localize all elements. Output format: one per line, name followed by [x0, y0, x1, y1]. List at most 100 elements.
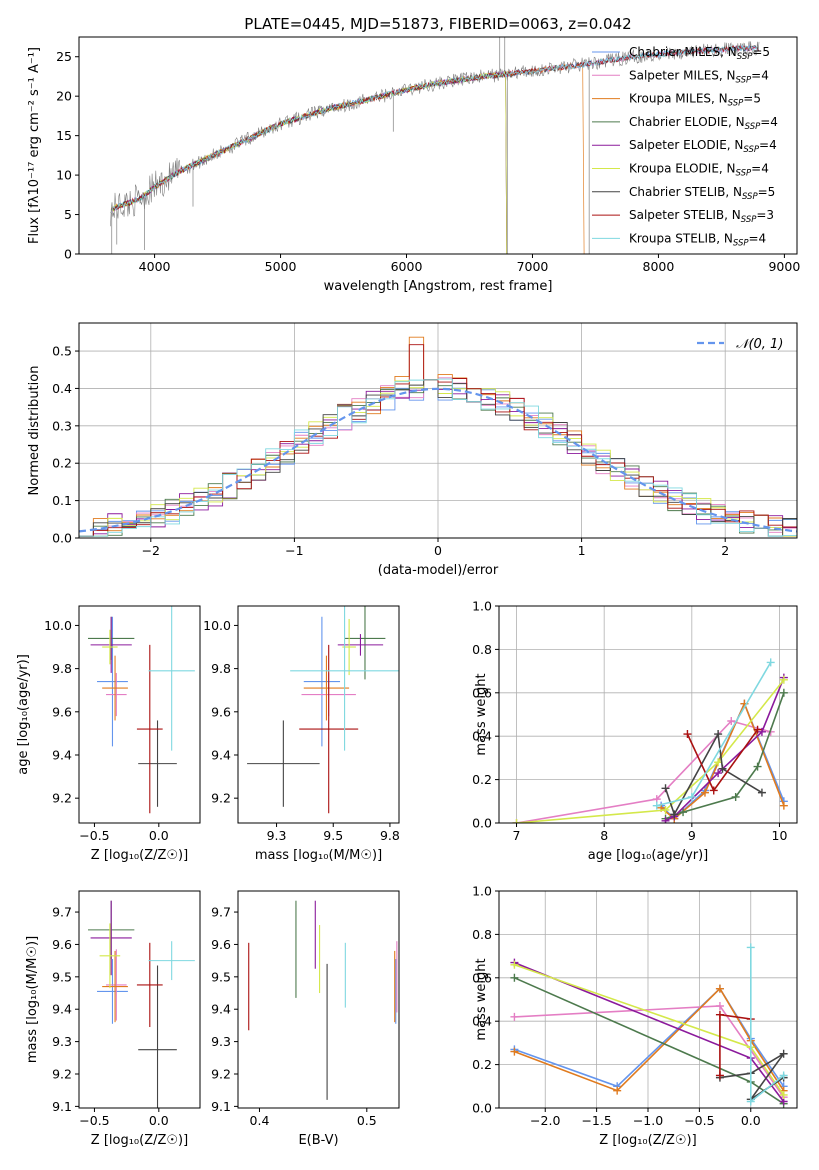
y-tick-label: 9.4 [52, 747, 72, 762]
weight-marker [766, 658, 775, 667]
weight-marker [757, 788, 766, 797]
legend-entry: Salpeter MILES, NSSP=4 [629, 68, 769, 85]
weight-line-salpeter-elodie [514, 961, 785, 1102]
weight-marker [779, 1049, 788, 1058]
y-tick-label: 15 [56, 128, 72, 143]
model-line-kroupa-elodie [110, 70, 508, 254]
y-tick-label: 0.2 [52, 456, 72, 471]
legend-entry: Chabrier STELIB, NSSP=5 [629, 185, 775, 202]
x-tick-label: 0 [434, 543, 442, 558]
weight-marker [753, 725, 762, 734]
y-axis-label: mass [log₁₀(M/M☉)] [25, 936, 40, 1063]
weight-marker [779, 1071, 788, 1080]
y-tick-label: 9.2 [211, 791, 231, 806]
x-tick-label: 7000 [517, 259, 549, 274]
y-axis-label: Flux [fλ10⁻¹⁷ erg cm⁻² s⁻¹ A⁻¹] [27, 47, 42, 244]
y-tick-label: 0.4 [52, 381, 72, 396]
y-tick-label: 9.7 [211, 905, 231, 920]
x-tick-label: 6000 [391, 259, 423, 274]
legend-entry: Kroupa STELIB, NSSP=4 [629, 231, 766, 248]
x-tick-label: −1 [285, 543, 303, 558]
weight-marker [727, 717, 736, 726]
weight-marker [715, 984, 724, 993]
x-tick-label: 0.0 [149, 1113, 169, 1128]
y-tick-label: 9.4 [211, 1002, 231, 1017]
x-tick-label: 10 [772, 828, 788, 843]
x-tick-label: −0.5 [79, 1113, 109, 1128]
y-tick-label: 9.7 [52, 905, 72, 920]
legend-entry: Salpeter STELIB, NSSP=3 [629, 208, 774, 225]
y-tick-label: 0.0 [472, 816, 492, 831]
weight-marker [687, 792, 696, 801]
weight-marker [512, 819, 521, 823]
x-axis-label: Z [log₁₀(Z/Z☉)] [91, 848, 188, 863]
weight-marker [757, 727, 766, 736]
x-axis-label: Z [log₁₀(Z/Z☉)] [91, 1133, 188, 1148]
axes-frame [78, 890, 201, 1109]
weight-marker [718, 764, 727, 773]
x-tick-label: 9.3 [267, 828, 287, 843]
y-axis-label: age [log₁₀(age/yr)] [16, 654, 31, 775]
legend-entry: Kroupa MILES, NSSP=5 [629, 92, 761, 109]
y-tick-label: 0.4 [472, 1014, 492, 1029]
weight-marker [715, 1002, 724, 1011]
y-tick-label: 0 [64, 247, 72, 262]
x-axis-label: E(B-V) [298, 1133, 338, 1148]
y-tick-label: 9.6 [52, 704, 72, 719]
x-tick-label: 2 [721, 543, 729, 558]
x-tick-label: −0.5 [684, 1113, 714, 1128]
chart-mass-vs-ebv: 0.4 0.5 9.1 9.2 9.3 9.4 9.5 9.6 9.7 E(B-V) [211, 890, 400, 1148]
model-line-kroupa-stelib [110, 45, 759, 214]
y-tick-label: 1.0 [472, 884, 492, 899]
legend-entry: Kroupa ELODIE, NSSP=4 [629, 162, 769, 179]
x-tick-label: 8 [600, 828, 608, 843]
y-tick-label: 10 [56, 168, 72, 183]
y-tick-label: 0.8 [472, 642, 492, 657]
x-tick-label: 5000 [265, 259, 297, 274]
y-tick-label: 9.4 [211, 747, 231, 762]
weight-marker [510, 960, 519, 969]
chart-spectrum: 4000 5000 6000 7000 8000 9000 0 5 10 15 20 25 wavele… [27, 36, 800, 294]
weight-marker [715, 1071, 724, 1080]
x-axis-label: wavelength [Angstrom, rest frame] [324, 279, 553, 294]
plot-area [247, 606, 399, 814]
x-tick-label: −2.0 [530, 1113, 560, 1128]
weight-marker [661, 805, 670, 814]
x-axis-label: (data-model)/error [378, 563, 499, 578]
histogram-kroupa-stelib [79, 378, 797, 538]
x-tick-label: 4000 [139, 259, 171, 274]
x-tick-label: 7 [513, 828, 521, 843]
x-axis-label: mass [log₁₀(M/M☉)] [255, 848, 382, 863]
x-axis-label: Z [log₁₀(Z/Z☉)] [599, 1133, 696, 1148]
y-tick-label: 0.1 [52, 493, 72, 508]
y-tick-label: 9.5 [211, 969, 231, 984]
weight-marker [714, 769, 723, 778]
figure-title: PLATE=0445, MJD=51873, FIBERID=0063, z=0… [244, 15, 631, 33]
histogram-salpeter-stelib [79, 344, 797, 538]
axes-frame [498, 890, 798, 1109]
y-tick-label: 0.6 [472, 685, 492, 700]
y-tick-label: 5 [64, 207, 72, 222]
weight-marker [670, 810, 679, 819]
weight-marker [700, 788, 709, 797]
x-tick-label: 9.5 [323, 828, 343, 843]
weight-marker [746, 943, 755, 952]
y-tick-label: 9.8 [211, 661, 231, 676]
x-axis-label: age [log₁₀(age/yr)] [588, 848, 709, 863]
y-tick-label: 9.1 [211, 1099, 231, 1114]
x-tick-label: −2 [142, 543, 160, 558]
legend-entry: Chabrier ELODIE, NSSP=4 [629, 115, 778, 132]
y-tick-label: 1.0 [472, 599, 492, 614]
y-tick-label: 9.6 [52, 937, 72, 952]
plot-area [79, 336, 797, 538]
model-line-salpeter-stelib [110, 44, 759, 214]
chart-residual-histogram: −2 −1 0 1 2 0.0 0.1 0.2 0.3 0.4 0.5 (data-model)/er… [27, 322, 798, 578]
x-tick-label: 0.0 [741, 1113, 761, 1128]
chart-weight-vs-z: −2.0 −1.5 −1.0 −0.5 0.0 0.0 0.2 0.4 0.6 0.8 1.0 Z [… [472, 884, 798, 1148]
weight-marker [714, 758, 723, 767]
model-line-chabrier-elodie [110, 71, 508, 254]
legend-entry: Salpeter ELODIE, NSSP=4 [629, 138, 777, 155]
weight-marker [779, 688, 788, 697]
model-line-kroupa-miles [110, 62, 585, 254]
weight-marker [679, 808, 688, 817]
